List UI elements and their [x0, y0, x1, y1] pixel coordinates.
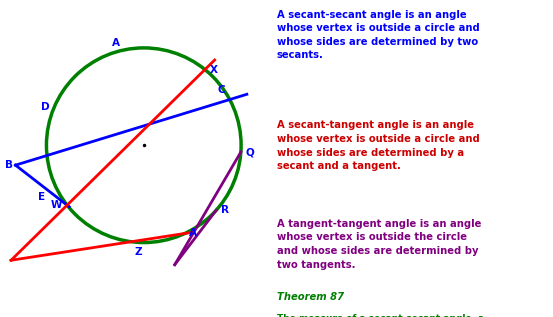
- Text: E: E: [38, 192, 45, 202]
- Text: Z: Z: [135, 247, 143, 257]
- Text: A: A: [189, 229, 197, 238]
- Text: Q: Q: [246, 147, 254, 157]
- Text: A tangent-tangent angle is an angle
whose vertex is outside the circle
and whose: A tangent-tangent angle is an angle whos…: [277, 219, 481, 269]
- Text: Theorem 87: Theorem 87: [277, 292, 344, 302]
- Text: A: A: [112, 38, 120, 48]
- Text: The measure of a secant-secant angle, a
secant-tangent angle, or a tangent-tange: The measure of a secant-secant angle, a …: [277, 314, 542, 317]
- Text: D: D: [41, 102, 50, 112]
- Text: A secant-secant angle is an angle
whose vertex is outside a circle and
whose sid: A secant-secant angle is an angle whose …: [277, 10, 479, 60]
- Text: X: X: [210, 65, 217, 74]
- Text: R: R: [221, 205, 228, 215]
- Text: W: W: [51, 200, 62, 210]
- Text: C: C: [218, 85, 225, 95]
- Text: A secant-tangent angle is an angle
whose vertex is outside a circle and
whose si: A secant-tangent angle is an angle whose…: [277, 120, 479, 171]
- Text: B: B: [6, 160, 13, 170]
